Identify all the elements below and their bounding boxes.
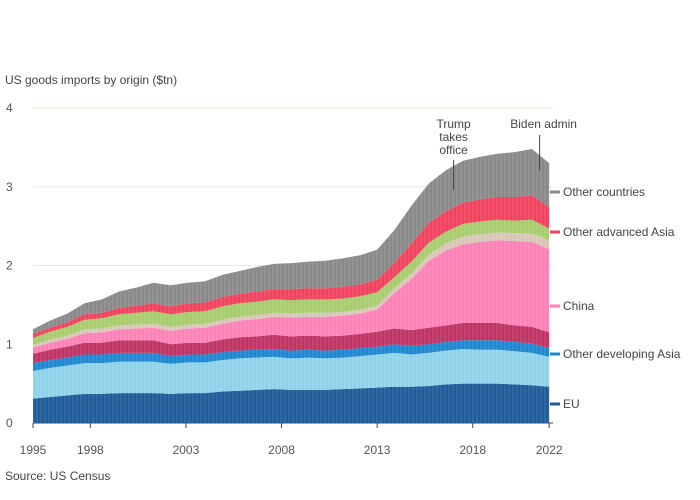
series-area-8 — [33, 195, 550, 338]
series-area-3 — [33, 340, 550, 371]
x-tick-2013: 2013 — [364, 443, 391, 457]
event-2017-label-1: Trump — [436, 117, 471, 131]
series-area-9 — [33, 149, 550, 334]
x-tick-2018: 2018 — [459, 443, 486, 457]
series-area-7 — [33, 219, 550, 345]
chart-top-label: US goods imports by origin ($tn) — [5, 73, 177, 87]
series-area-1 — [33, 383, 550, 423]
y-tick-2: 2 — [6, 259, 13, 273]
x-tick-2008: 2008 — [268, 443, 295, 457]
y-tick-3: 3 — [6, 180, 13, 194]
legend-label-1: Other countries — [563, 185, 645, 199]
legend-label-2: Other advanced Asia — [563, 225, 675, 239]
series-area-2 — [33, 349, 550, 399]
y-tick-1: 1 — [6, 337, 13, 351]
event-2017-label-2: takes — [439, 130, 468, 144]
slice-separators — [32, 108, 550, 423]
x-tick-2003: 2003 — [173, 443, 200, 457]
x-tick-2022: 2022 — [536, 443, 563, 457]
x-tick-1998: 1998 — [77, 443, 104, 457]
event-2017-label-3: office — [439, 143, 468, 157]
legend-label-5: EU — [563, 397, 580, 411]
series-area-5 — [33, 240, 550, 354]
x-axis-ticks: 1995 1998 2003 2008 2013 2018 2022 — [20, 423, 563, 457]
y-tick-0: 0 — [6, 416, 13, 430]
x-tick-1995: 1995 — [20, 443, 47, 457]
source-note: Source: US Census — [5, 469, 110, 483]
event-2021-label: Biden admin — [510, 117, 577, 131]
series-area-4 — [33, 323, 550, 364]
legend: Other countries Other advanced Asia China O… — [550, 185, 681, 411]
legend-label-3: China — [563, 299, 595, 313]
y-tick-4: 4 — [6, 101, 13, 115]
series-group — [32, 108, 550, 423]
legend-label-4: Other developing Asia — [563, 347, 681, 361]
y-axis-ticks: 0 1 2 3 4 — [6, 101, 13, 430]
